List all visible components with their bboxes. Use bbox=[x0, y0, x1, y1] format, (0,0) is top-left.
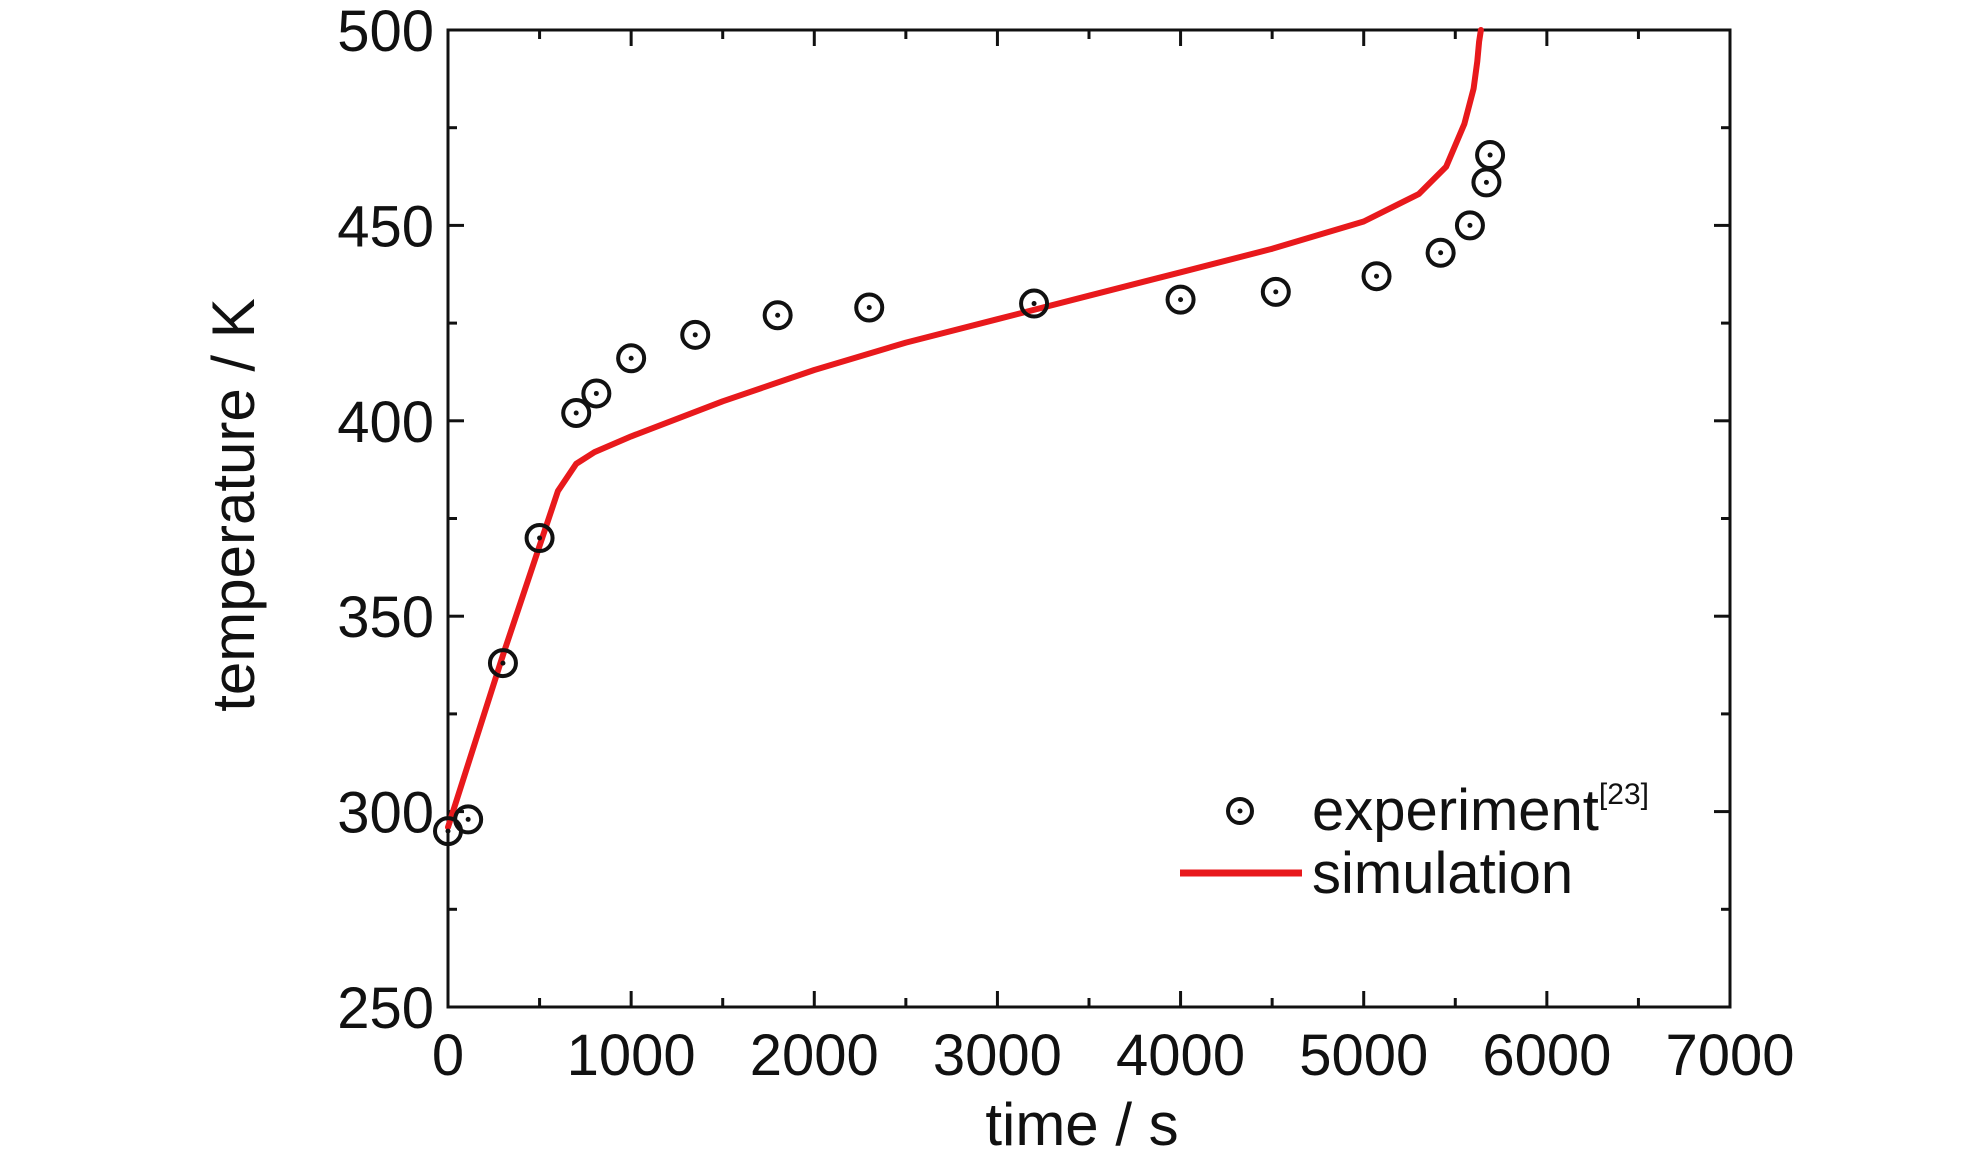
experiment-point bbox=[854, 292, 885, 323]
experiment-point-dot bbox=[692, 332, 698, 338]
experiment-point-dot bbox=[537, 535, 543, 541]
experiment-point-dot bbox=[500, 660, 506, 666]
legend-experiment-marker bbox=[1226, 797, 1254, 825]
experiment-point-dot bbox=[1031, 301, 1037, 307]
experiment-point bbox=[1260, 276, 1291, 307]
experiment-point-dot bbox=[445, 828, 451, 834]
experiment-point bbox=[581, 378, 612, 409]
experiment-point-dot bbox=[775, 312, 781, 318]
experiment-point bbox=[1475, 140, 1506, 171]
experiment-point bbox=[616, 343, 647, 374]
x-tick-label: 1000 bbox=[567, 1023, 696, 1088]
x-axis-title: time / s bbox=[985, 1091, 1178, 1157]
x-tick-label: 3000 bbox=[933, 1023, 1062, 1088]
x-tick-label: 5000 bbox=[1299, 1023, 1428, 1088]
experiment-point-dot bbox=[628, 355, 634, 361]
experiment-point-dot bbox=[1178, 297, 1184, 303]
legend-background bbox=[1175, 752, 1645, 902]
experiment-point bbox=[524, 523, 555, 554]
simulation-line bbox=[445, 27, 1484, 831]
major-ticks bbox=[446, 28, 1732, 1009]
minor-ticks bbox=[448, 30, 1730, 1007]
y-tick-label: 500 bbox=[337, 0, 434, 64]
y-tick-label: 350 bbox=[337, 585, 434, 650]
y-tick-labels: 250 300 350 400 450 500 bbox=[337, 0, 434, 1041]
experiment-series bbox=[433, 140, 1506, 847]
experiment-point-dot bbox=[593, 390, 599, 396]
y-tick-label: 450 bbox=[337, 194, 434, 259]
x-tick-label: 4000 bbox=[1116, 1023, 1245, 1088]
experiment-point-dot bbox=[1438, 250, 1444, 256]
x-tick-label: 2000 bbox=[750, 1023, 879, 1088]
simulation-series bbox=[445, 27, 1484, 831]
y-tick-label: 300 bbox=[337, 781, 434, 846]
experiment-point-dot bbox=[1374, 273, 1380, 279]
x-tick-labels: 0 1000 2000 3000 4000 5000 6000 7000 bbox=[432, 1023, 1795, 1088]
experiment-point-dot bbox=[1273, 289, 1279, 295]
legend-simulation-label: simulation bbox=[1312, 841, 1573, 906]
experiment-point bbox=[1019, 288, 1050, 319]
x-tick-label: 0 bbox=[432, 1023, 464, 1088]
experiment-point-dot bbox=[573, 410, 579, 416]
legend-experiment-label: experiment[23] bbox=[1312, 778, 1649, 843]
y-tick-label: 250 bbox=[337, 976, 434, 1041]
experiment-point bbox=[1425, 237, 1456, 268]
experiment-point-dot bbox=[1467, 222, 1473, 228]
legend: experiment[23] simulation bbox=[1175, 752, 1649, 906]
experiment-point-dot bbox=[866, 304, 872, 310]
experiment-point-dot bbox=[1487, 152, 1493, 158]
x-tick-label: 7000 bbox=[1665, 1023, 1794, 1088]
experiment-point bbox=[762, 300, 793, 331]
experiment-point bbox=[1361, 261, 1392, 292]
experiment-point bbox=[561, 397, 592, 428]
x-tick-label: 6000 bbox=[1482, 1023, 1611, 1088]
experiment-point-dot bbox=[1483, 179, 1489, 185]
y-tick-label: 400 bbox=[337, 390, 434, 455]
experiment-point bbox=[453, 804, 484, 835]
experiment-point bbox=[1454, 210, 1485, 241]
experiment-point bbox=[487, 648, 518, 679]
experiment-point bbox=[680, 319, 711, 350]
experiment-point bbox=[1165, 284, 1196, 315]
legend-experiment-marker-dot bbox=[1237, 808, 1243, 814]
y-axis-title: temperature / K bbox=[200, 298, 267, 712]
experiment-point-dot bbox=[465, 816, 471, 822]
